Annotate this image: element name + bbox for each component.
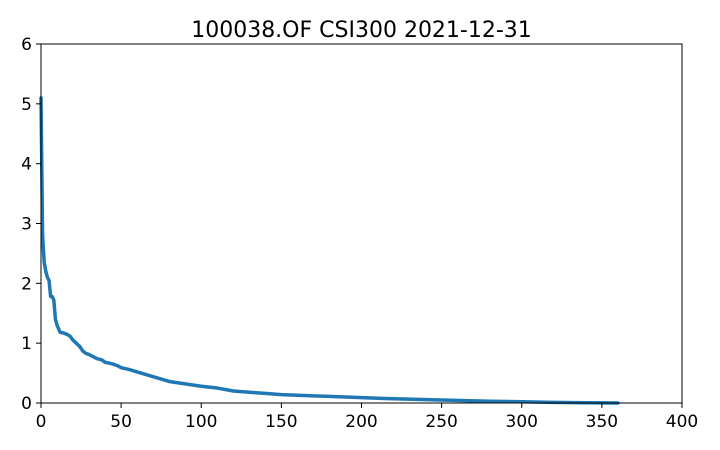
y-tick-label: 4	[21, 155, 32, 175]
y-tick-label: 6	[21, 35, 32, 55]
y-tick-label: 3	[21, 215, 32, 235]
x-tick-label: 150	[265, 412, 297, 432]
series-line-0	[39, 96, 620, 405]
x-axis: 0 50 100 150 200 250 300 350 400	[36, 403, 698, 432]
x-tick-label: 50	[110, 412, 132, 432]
x-tick-label: 350	[586, 412, 618, 432]
x-tick-label: 400	[666, 412, 698, 432]
x-tick-label: 0	[36, 412, 47, 432]
plot-frame	[40, 43, 683, 404]
x-tick-label: 250	[425, 412, 457, 432]
x-tick-label: 100	[185, 412, 217, 432]
y-tick-label: 0	[21, 394, 32, 414]
x-tick-label: 300	[506, 412, 538, 432]
y-tick-label: 2	[21, 274, 32, 294]
y-tick-label: 1	[21, 334, 32, 354]
y-axis: 0 1 2 3 4 5 6	[21, 35, 41, 414]
y-tick-label: 5	[21, 95, 32, 115]
plot-area	[39, 96, 620, 405]
chart-title: 100038.OF CSI300 2021-12-31	[191, 18, 532, 43]
x-tick-label: 200	[345, 412, 377, 432]
